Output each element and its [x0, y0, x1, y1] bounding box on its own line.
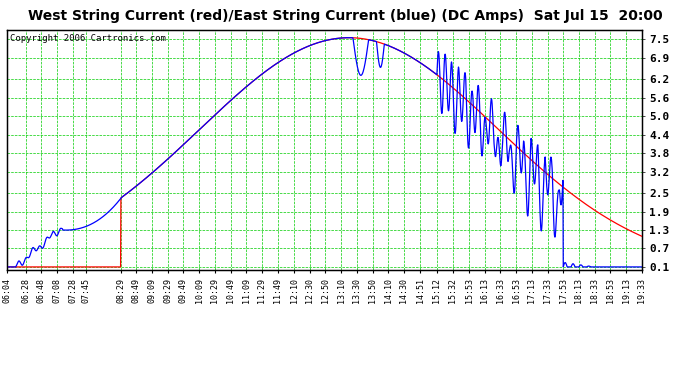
Text: Copyright 2006 Cartronics.com: Copyright 2006 Cartronics.com	[10, 34, 166, 43]
Text: West String Current (red)/East String Current (blue) (DC Amps)  Sat Jul 15  20:0: West String Current (red)/East String Cu…	[28, 9, 662, 23]
